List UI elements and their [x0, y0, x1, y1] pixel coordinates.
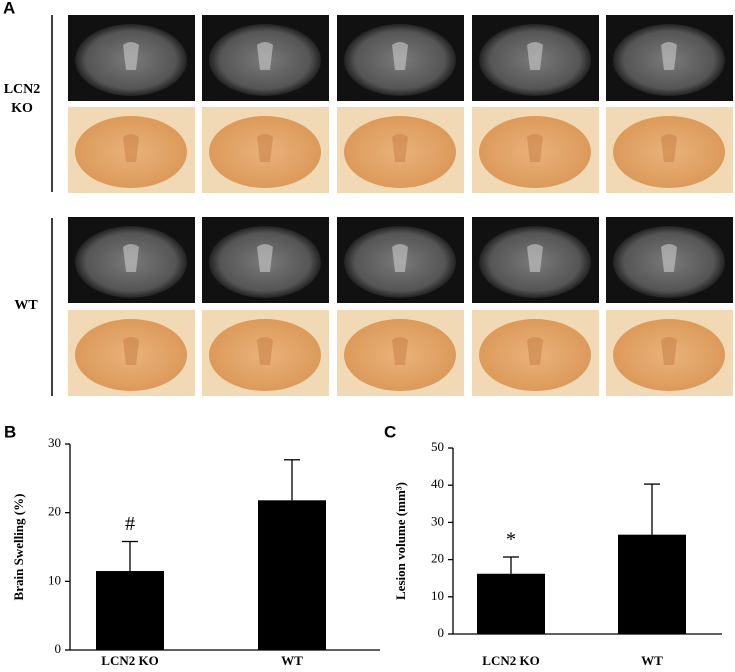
ventricle — [123, 244, 139, 272]
y-tick-label: 20 — [431, 551, 444, 566]
ventricle — [257, 42, 273, 70]
annotation: # — [125, 513, 135, 535]
x-tick-label: LCN2 KO — [482, 653, 539, 668]
image-grid — [68, 15, 733, 396]
ventricle — [527, 134, 543, 162]
bar — [258, 500, 326, 650]
ventricle — [392, 42, 408, 70]
ventricle — [661, 42, 677, 70]
y-tick-label: 10 — [431, 588, 444, 603]
y-tick-label: 0 — [438, 625, 445, 640]
x-tick-label: WT — [641, 653, 663, 668]
ventricle — [527, 337, 543, 365]
ventricle — [527, 42, 543, 70]
x-tick-label: WT — [281, 653, 303, 668]
y-tick-label: 30 — [431, 513, 444, 528]
row-label: WT — [14, 298, 38, 313]
y-axis-label: Brain Swelling (%) — [11, 494, 26, 601]
ventricle — [392, 244, 408, 272]
panel-label: C — [384, 422, 396, 441]
row-label-box: LCN2 KO — [3, 82, 41, 116]
bar — [618, 534, 686, 634]
y-tick-label: 50 — [431, 439, 444, 454]
y-tick-label: 30 — [48, 435, 61, 450]
y-tick-label: 10 — [48, 572, 61, 587]
ventricle — [257, 337, 273, 365]
ventricle — [257, 244, 273, 272]
ventricle — [661, 337, 677, 365]
ventricle — [661, 244, 677, 272]
y-tick-label: 40 — [431, 476, 444, 491]
y-axis-label: Lesion volume (mm³) — [393, 482, 408, 600]
panel-label: B — [4, 422, 16, 441]
panel-label: A — [3, 0, 15, 17]
ventricle — [661, 134, 677, 162]
y-tick-label: 20 — [48, 504, 61, 519]
y-tick-label: 0 — [55, 641, 62, 656]
annotation: * — [506, 529, 516, 551]
bar — [96, 571, 164, 650]
ventricle — [392, 134, 408, 162]
ventricle — [257, 134, 273, 162]
ventricle — [123, 42, 139, 70]
ventricle — [392, 337, 408, 365]
ventricle — [123, 134, 139, 162]
x-tick-label: LCN2 KO — [101, 653, 158, 668]
ventricle — [527, 244, 543, 272]
bar — [477, 573, 545, 634]
ventricle — [123, 337, 139, 365]
row-label: LCN2 KO — [3, 82, 41, 116]
